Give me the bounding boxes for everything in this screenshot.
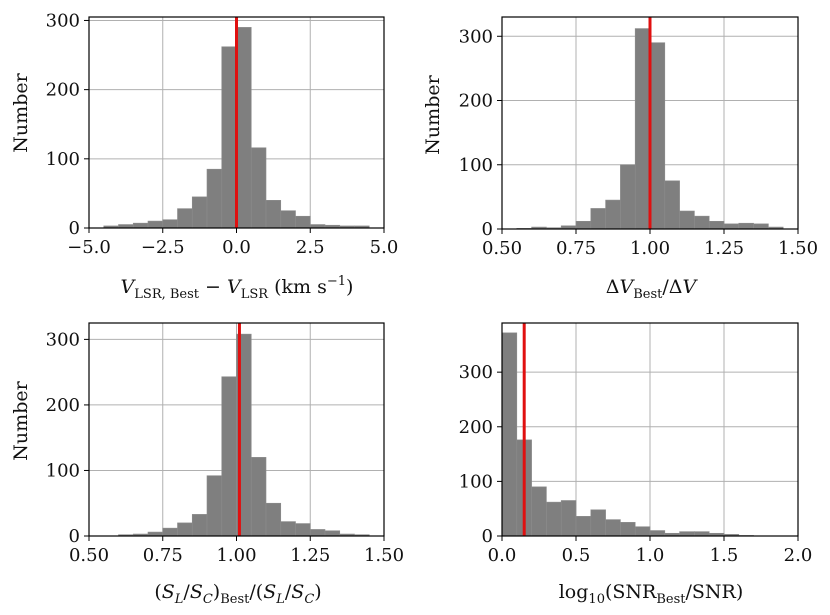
y-tick-label: 0 [69,218,80,239]
panel-snr-histogram: 0.0 0.5 1.0 1.5 2.0 0 100 200 300 log10(SNRBest/… [459,322,813,607]
histogram-bar [753,223,769,230]
x-tick-label: −2.5 [141,237,185,258]
y-tick-label: 0 [482,219,493,240]
x-tick-label: 2.5 [296,237,325,258]
y-axis-label: Number [422,74,444,154]
y-tick-label: 100 [459,471,493,492]
y-tick-label: 200 [459,417,493,438]
histogram-bar [546,501,562,537]
x-tick-label: 0.50 [69,545,109,566]
x-tick-label: 0.0 [488,545,517,566]
histogram-bar [694,215,710,230]
histogram-bar [634,526,651,537]
histogram-bar [324,530,341,537]
histogram-bar [221,46,237,229]
x-axis-label: (SL/SC)Best/(SL/SC) [154,581,321,607]
histogram-bar [221,376,237,537]
x-tick-label: 1.50 [364,545,404,566]
x-axis-label: ΔVBest/ΔV [606,276,699,302]
histogram-bar [649,530,666,537]
x-tick-label: 5.0 [370,237,399,258]
y-tick-label: 300 [459,26,493,47]
histogram-bar [280,521,296,537]
histogram-bar [295,523,311,537]
histogram-bar [177,522,193,537]
y-tick-label: 100 [459,155,493,176]
histogram-bar [280,210,296,229]
histogram-bar [177,208,193,229]
panel-vlsr-histogram: −5.0 −2.5 0.0 2.5 5.0 0 100 200 300 Number VLSR,… [10,10,398,302]
x-tick-label: 1.00 [216,545,256,566]
histogram-bar [620,522,636,537]
histogram-bar [309,529,326,537]
histogram-bar [236,27,252,229]
y-tick-label: 0 [482,526,493,547]
y-axis-label: Number [10,72,32,152]
histogram-bar [723,223,740,230]
y-tick-label: 300 [459,362,493,383]
x-tick-label: −5.0 [67,237,111,258]
histogram-bar [575,220,592,230]
histogram-bar [679,531,695,537]
histogram-bar [664,180,680,230]
histogram-bar [147,220,164,229]
histogram-bar [634,28,651,230]
histogram-bar [605,199,621,230]
y-tick-label: 300 [46,329,80,350]
histogram-bar [265,502,282,537]
x-tick-label: 0.50 [482,238,522,259]
histogram-bar [295,215,311,229]
x-tick-label: 1.5 [710,545,739,566]
histogram-bar [605,519,621,537]
histogram-bar [708,220,725,230]
histogram-bar [649,42,666,230]
histogram-bar [206,168,223,229]
x-tick-label: 1.50 [778,238,818,259]
histogram-bar [590,509,606,537]
histogram-bar [620,164,636,230]
histogram-bar [265,200,282,229]
histogram-bar [132,222,149,229]
histogram-bar [694,531,710,537]
histogram-bar [191,514,208,537]
histogram-bar [206,475,223,537]
y-tick-label: 0 [69,526,80,547]
histogram-bar [162,219,178,229]
x-axis-label: log10(SNRBest/SNR) [559,581,744,607]
histogram-bar [575,516,592,537]
y-tick-label: 200 [46,395,80,416]
histogram-bar [560,500,577,537]
histogram-bar [162,527,178,537]
histogram-bar [590,208,606,230]
panel-dv-histogram: 0.50 0.75 1.00 1.25 1.50 0 100 200 300 Number ΔV… [422,16,818,302]
y-tick-label: 100 [46,460,80,481]
x-tick-label: 1.00 [630,238,670,259]
histogram-bar [250,147,267,229]
x-tick-label: 1.0 [636,545,665,566]
histogram-bar [501,332,518,537]
histogram-bar [250,457,267,537]
histogram-bar [738,222,754,230]
y-tick-label: 300 [46,10,80,31]
panel-slsc-histogram: 0.50 0.75 1.00 1.25 1.50 0 100 200 300 Number (S… [10,322,404,607]
y-tick-label: 100 [46,149,80,170]
x-axis-label: VLSR, Best − VLSR (km s−1) [121,274,354,302]
x-tick-label: 0.0 [222,237,251,258]
y-axis-label: Number [10,380,32,460]
y-tick-label: 200 [46,80,80,101]
histogram-bar [679,210,695,230]
x-tick-label: 0.5 [562,545,591,566]
x-tick-label: 0.75 [556,238,596,259]
x-tick-label: 1.25 [290,545,330,566]
histogram-bar [191,196,208,229]
x-tick-label: 1.25 [704,238,744,259]
histogram-bar [531,486,547,537]
y-tick-label: 200 [459,91,493,112]
x-tick-label: 0.75 [143,545,183,566]
x-tick-label: 2.0 [784,545,813,566]
